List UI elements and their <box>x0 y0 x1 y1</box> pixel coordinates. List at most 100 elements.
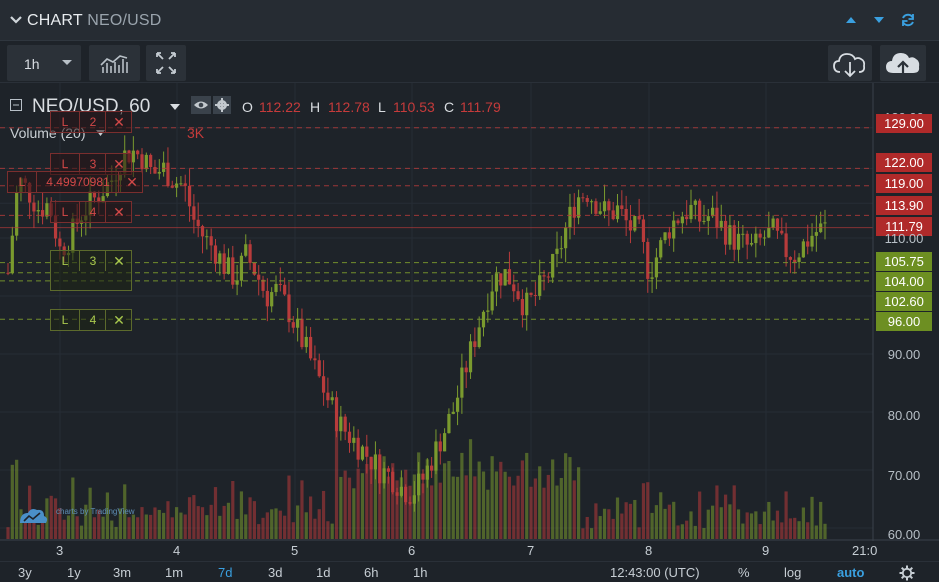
candle-body <box>442 433 447 452</box>
candle-body <box>447 413 451 434</box>
volume-bar <box>408 485 412 539</box>
volume-bar <box>291 522 295 539</box>
eye-icon[interactable] <box>191 96 211 114</box>
range-6h-button[interactable]: 6h <box>364 565 379 580</box>
candle-body <box>607 201 611 211</box>
order-qty: 4 <box>79 310 106 330</box>
order-tag-buy-4[interactable]: L 4 ✕ <box>50 309 132 331</box>
volume-bar <box>499 461 503 539</box>
close-icon[interactable]: ✕ <box>105 251 132 271</box>
settings-gear-icon[interactable] <box>213 96 231 114</box>
range-1h-button[interactable]: 1h <box>413 565 428 580</box>
order-tag-4-49970981[interactable]: L 4.49970981 ✕ <box>7 171 143 193</box>
interval-select[interactable]: 1h <box>7 45 81 81</box>
range-3m-button[interactable]: 3m <box>113 565 132 580</box>
cloud-download-icon <box>833 53 866 78</box>
volume-bar <box>810 496 814 539</box>
volume-bar <box>533 478 537 539</box>
close-icon[interactable]: ✕ <box>118 172 145 192</box>
volume-bar <box>317 509 321 539</box>
chart-toolbar: 1h <box>0 41 939 83</box>
candle-body <box>308 336 313 359</box>
range-3d-button[interactable]: 3d <box>268 565 283 580</box>
auto-scale-toggle[interactable]: auto <box>837 565 865 580</box>
time-axis: 3 4 5 6 7 8 9 21:0 <box>0 541 939 561</box>
volume-bar <box>749 513 754 539</box>
candle-body <box>395 492 399 496</box>
symbol-menu-chevron-icon[interactable] <box>170 104 180 110</box>
candle-body <box>516 291 520 300</box>
volume-bar <box>174 507 179 539</box>
volume-bar <box>157 509 161 539</box>
high-label: H <box>310 99 321 115</box>
volume-bar <box>801 507 805 539</box>
upload-button[interactable] <box>880 45 926 81</box>
close-icon[interactable]: ✕ <box>105 112 132 132</box>
candle-body <box>533 294 537 296</box>
candle-body <box>525 292 529 316</box>
order-tag-3[interactable]: L 3 ✕ <box>50 153 132 175</box>
move-up-icon[interactable] <box>843 12 859 28</box>
chart-grid <box>0 83 873 540</box>
low-value: 110.53 <box>393 99 435 115</box>
range-3y-button[interactable]: 3y <box>18 565 32 580</box>
candle-body <box>408 502 412 504</box>
range-1y-button[interactable]: 1y <box>67 565 81 580</box>
volume-bar <box>745 512 749 539</box>
volume-bar <box>66 515 71 539</box>
candle-body <box>659 240 663 258</box>
candle-body <box>15 192 19 236</box>
indicators-button[interactable] <box>89 45 140 81</box>
order-tag-4[interactable]: L 4 ✕ <box>50 201 132 223</box>
close-icon[interactable]: ✕ <box>105 154 132 174</box>
log-scale-toggle[interactable]: log <box>784 565 802 580</box>
price-label-105-75: 105.75 <box>876 252 932 271</box>
range-7d-button[interactable]: 7d <box>218 565 233 580</box>
volume-bar <box>641 483 646 539</box>
volume-bar <box>633 499 637 539</box>
volume-bar <box>667 504 671 539</box>
settings-gear-icon[interactable] <box>899 565 915 581</box>
collapse-chevron-icon[interactable] <box>9 14 23 26</box>
candle-body <box>196 219 200 227</box>
volume-bar <box>179 512 183 539</box>
collapse-legend-icon[interactable] <box>10 99 23 112</box>
candlestick-chart[interactable]: charts by TradingView <box>0 83 939 541</box>
candle-body <box>823 222 827 224</box>
candle-body <box>343 416 347 432</box>
candle-body <box>520 299 525 316</box>
volume-bar <box>321 490 326 539</box>
candle-body <box>174 183 179 188</box>
fullscreen-button[interactable] <box>146 45 186 81</box>
candle-body <box>745 233 749 245</box>
range-1m-button[interactable]: 1m <box>165 565 184 580</box>
chevron-down-icon <box>62 60 72 65</box>
candle-body <box>771 218 775 228</box>
move-down-icon[interactable] <box>871 12 887 28</box>
volume-bar <box>525 452 529 539</box>
refresh-icon[interactable] <box>900 12 916 28</box>
candle-body <box>620 205 624 209</box>
volume-bar <box>15 459 19 539</box>
candle-body <box>71 218 75 253</box>
order-tag-2[interactable]: L 2 ✕ <box>50 111 132 133</box>
chart-plot-area[interactable]: charts by TradingView <box>0 83 939 541</box>
utc-clock[interactable]: 12:43:00 (UTC) <box>610 565 700 580</box>
volume-bar <box>438 482 442 539</box>
volume-bar <box>97 509 101 539</box>
order-tag-buy-3[interactable]: L 3 ✕ <box>50 250 132 291</box>
time-label: 4 <box>173 543 181 558</box>
price-label-102-60: 102.60 <box>876 292 932 311</box>
percent-scale-toggle[interactable]: % <box>738 565 750 580</box>
download-button[interactable] <box>828 45 872 81</box>
close-icon[interactable]: ✕ <box>105 310 132 330</box>
range-1d-button[interactable]: 1d <box>316 565 331 580</box>
close-icon[interactable]: ✕ <box>105 202 132 222</box>
volume-bar <box>334 431 339 539</box>
volume-bar <box>654 505 659 539</box>
candle-body <box>633 216 637 231</box>
volume-bar <box>88 487 92 539</box>
candle-body <box>313 358 317 361</box>
candle-body <box>628 220 633 231</box>
candle-body <box>542 275 546 277</box>
